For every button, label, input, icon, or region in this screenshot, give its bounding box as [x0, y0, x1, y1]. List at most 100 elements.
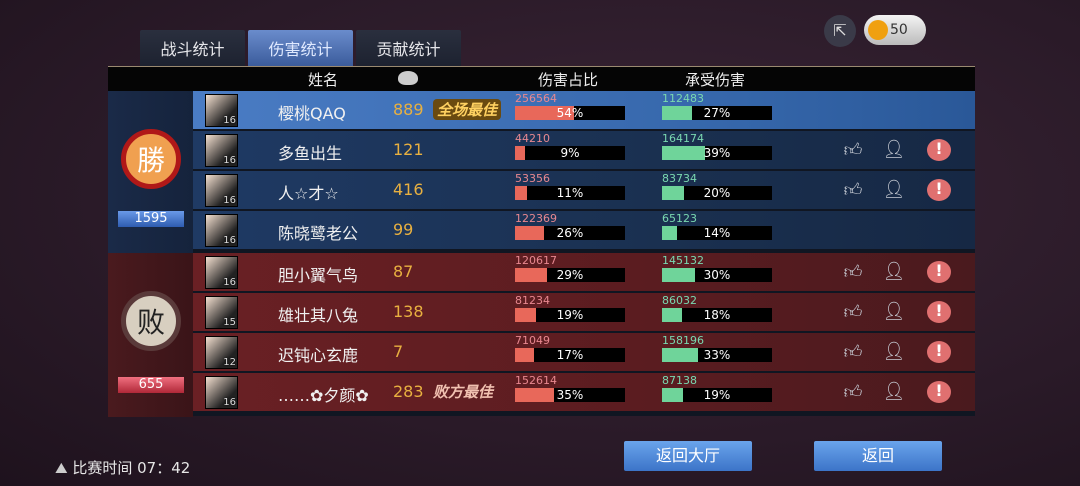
- report-icon[interactable]: !: [927, 341, 951, 363]
- return-lobby-button[interactable]: 返回大厅: [624, 441, 752, 471]
- damage-share-fill: [515, 348, 534, 362]
- table-row: 16 人☆才☆ 416 53356 11% 83734 20% 👍︎ 👤︎!: [193, 171, 975, 209]
- tab-contribution-stats[interactable]: 贡献统计: [356, 30, 461, 66]
- player-kills: 416: [393, 180, 424, 199]
- damage-share-bar: 9%: [515, 146, 625, 160]
- thumbs-up-icon[interactable]: 👍︎: [843, 180, 863, 201]
- add-friend-icon[interactable]: 👤︎: [882, 381, 906, 402]
- player-kills: 87: [393, 262, 414, 281]
- thumbs-up-icon[interactable]: 👍︎: [843, 382, 863, 403]
- player-name: 多鱼出生: [278, 144, 343, 163]
- damage-share-bar: 26%: [515, 226, 625, 240]
- table-row: 16 ……✿夕颜✿ 283 败方最佳 152614 35% 87138 19% …: [193, 373, 975, 411]
- kills-icon: [398, 71, 418, 85]
- player-level: 12: [223, 357, 236, 368]
- header-damage-taken: 承受伤害: [685, 71, 746, 89]
- avatar[interactable]: 15: [205, 296, 238, 329]
- thumbs-up-icon[interactable]: 👍︎: [843, 342, 863, 363]
- report-icon[interactable]: !: [927, 301, 951, 323]
- damage-share-bar: 29%: [515, 268, 625, 282]
- add-friend-icon[interactable]: 👤︎: [882, 341, 906, 362]
- avatar[interactable]: 16: [205, 94, 238, 127]
- player-level: 15: [223, 317, 236, 328]
- damage-taken-value: 86032: [662, 294, 697, 307]
- damage-value: 81234: [515, 294, 550, 307]
- table-row: 12 迟钝心玄鹿 7 71049 17% 158196 33% 👍︎ 👤︎!: [193, 333, 975, 371]
- damage-share-pct: 17%: [556, 348, 584, 362]
- player-kills: 121: [393, 140, 424, 159]
- damage-taken-fill: [662, 268, 695, 282]
- player-name: 迟钝心玄鹿: [278, 346, 359, 365]
- damage-taken-pct: 30%: [703, 268, 731, 282]
- damage-taken-fill: [662, 388, 683, 402]
- report-icon[interactable]: !: [927, 139, 951, 161]
- damage-share-pct: 26%: [556, 226, 584, 240]
- damage-taken-value: 83734: [662, 172, 697, 185]
- match-time-label: 比赛时间 07：42: [72, 459, 191, 477]
- damage-taken-fill: [662, 348, 699, 362]
- player-kills: 7: [393, 342, 404, 361]
- player-name: 陈晓鹭老公: [278, 224, 359, 243]
- player-name: 胆小翼气鸟: [278, 266, 359, 285]
- back-button[interactable]: 返回: [814, 441, 942, 471]
- avatar[interactable]: 12: [205, 336, 238, 369]
- damage-taken-pct: 18%: [703, 308, 731, 322]
- currency-amount: 50: [890, 22, 908, 38]
- player-level: 16: [223, 195, 236, 206]
- damage-share-fill: [515, 146, 525, 160]
- table-row: 16 胆小翼气鸟 87 120617 29% 145132 30% 👍︎ 👤︎!: [193, 253, 975, 291]
- damage-taken-bar: 30%: [662, 268, 772, 282]
- report-icon[interactable]: !: [927, 261, 951, 283]
- report-icon[interactable]: !: [927, 381, 951, 403]
- table-row: 15 雄壮其八兔 138 81234 19% 86032 18% 👍︎ 👤︎!: [193, 293, 975, 331]
- damage-share-fill: [515, 308, 536, 322]
- damage-share-bar: 17%: [515, 348, 625, 362]
- share-icon[interactable]: ⇱: [824, 15, 856, 47]
- add-friend-icon[interactable]: 👤︎: [882, 139, 906, 160]
- stats-panel: 姓名 伤害占比 承受伤害 勝 1595 败 655 16 樱桃QAQ 889 全…: [108, 66, 975, 417]
- player-name: ……✿夕颜✿: [278, 386, 369, 405]
- damage-share-fill: [515, 106, 575, 120]
- player-name: 雄壮其八兔: [278, 306, 359, 325]
- table-row: 16 樱桃QAQ 889 全场最佳 256564 54% 112483 27%: [193, 91, 975, 129]
- avatar[interactable]: 16: [205, 256, 238, 289]
- damage-share-pct: 19%: [556, 308, 584, 322]
- avatar[interactable]: 16: [205, 174, 238, 207]
- player-level: 16: [223, 155, 236, 166]
- damage-taken-value: 158196: [662, 334, 704, 347]
- damage-taken-bar: 39%: [662, 146, 772, 160]
- thumbs-up-icon[interactable]: 👍︎: [843, 140, 863, 161]
- damage-taken-value: 87138: [662, 374, 697, 387]
- thumbs-up-icon[interactable]: 👍︎: [843, 262, 863, 283]
- player-level: 16: [223, 115, 236, 126]
- add-friend-icon[interactable]: 👤︎: [882, 261, 906, 282]
- player-level: 16: [223, 277, 236, 288]
- best-player-badge: 败方最佳: [433, 383, 494, 401]
- thumbs-up-icon[interactable]: 👍︎: [843, 302, 863, 323]
- damage-taken-pct: 33%: [703, 348, 731, 362]
- damage-taken-bar: 20%: [662, 186, 772, 200]
- damage-value: 53356: [515, 172, 550, 185]
- win-medal: 勝: [121, 129, 181, 189]
- tab-damage-stats[interactable]: 伤害统计: [248, 30, 353, 66]
- winning-team-badge: 勝 1595: [108, 91, 193, 253]
- avatar[interactable]: 16: [205, 214, 238, 247]
- damage-share-pct: 54%: [556, 106, 584, 120]
- damage-share-fill: [515, 268, 547, 282]
- damage-taken-fill: [662, 106, 692, 120]
- add-friend-icon[interactable]: 👤︎: [882, 179, 906, 200]
- report-icon[interactable]: !: [927, 179, 951, 201]
- avatar[interactable]: 16: [205, 376, 238, 409]
- table-row: 16 多鱼出生 121 44210 9% 164174 39% 👍︎ 👤︎!: [193, 131, 975, 169]
- table-header: 姓名 伤害占比 承受伤害: [108, 67, 975, 91]
- tab-battle-stats[interactable]: 战斗统计: [140, 30, 245, 66]
- damage-taken-value: 164174: [662, 132, 704, 145]
- currency-display[interactable]: 50: [864, 15, 926, 45]
- avatar[interactable]: 16: [205, 134, 238, 167]
- player-name: 人☆才☆: [278, 184, 339, 203]
- damage-taken-fill: [662, 226, 678, 240]
- add-friend-icon[interactable]: 👤︎: [882, 301, 906, 322]
- lose-team-score: 655: [118, 377, 184, 393]
- match-time: ⛰ 比赛时间 07：42: [55, 459, 191, 477]
- losing-team-badge: 败 655: [108, 253, 193, 417]
